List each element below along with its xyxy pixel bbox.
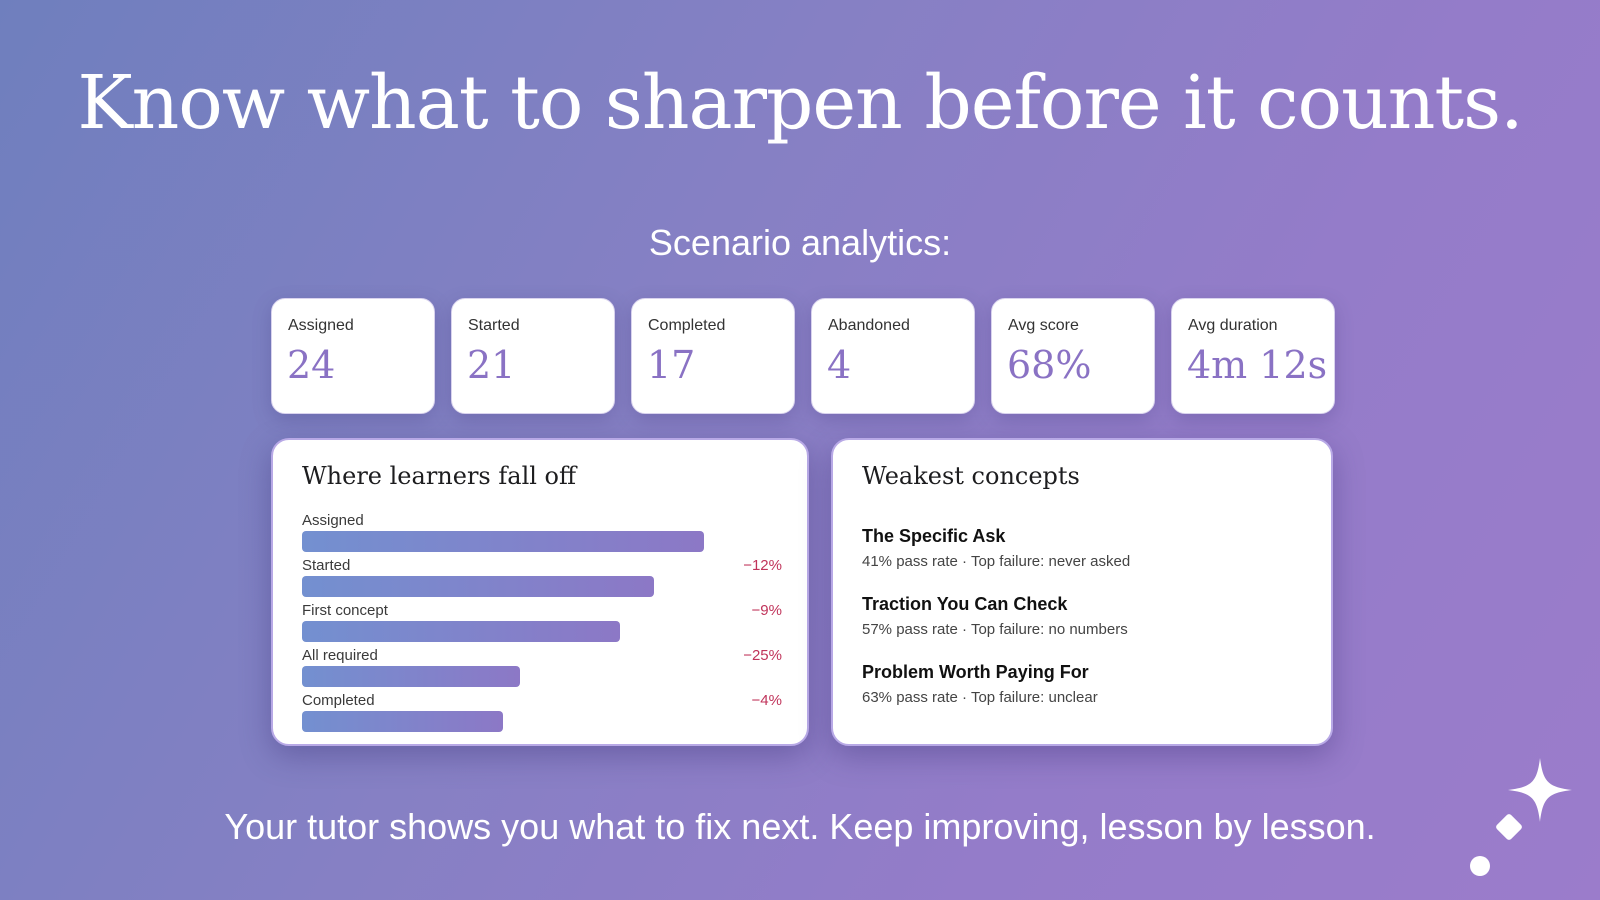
concepts-panel: Weakest concepts The Specific Ask 41% pa…	[831, 438, 1333, 746]
concept-name: Traction You Can Check	[862, 594, 1068, 614]
funnel-row: Completed −4%	[302, 692, 782, 737]
subheading: Scenario analytics:	[648, 222, 952, 263]
stat-label: Completed	[648, 317, 726, 334]
stat-value: 24	[287, 343, 336, 387]
funnel-row-label: All required	[302, 647, 378, 664]
stat-card-completed: Completed 17	[631, 298, 795, 414]
stat-card-assigned: Assigned 24	[271, 298, 435, 414]
funnel-row-label: First concept	[302, 602, 388, 619]
funnel-row-drop: −4%	[751, 692, 782, 709]
stat-label: Abandoned	[828, 317, 910, 334]
funnel-row: First concept −9%	[302, 602, 782, 647]
funnel-row-drop: −25%	[743, 647, 782, 664]
stat-value: 4m 12s	[1187, 343, 1328, 387]
concept-name: Problem Worth Paying For	[862, 662, 1089, 682]
funnel-row: All required −25%	[302, 647, 782, 692]
funnel-bar	[302, 711, 503, 732]
stat-label: Avg duration	[1188, 317, 1278, 334]
concept-detail: 57% pass rate · Top failure: no numbers	[862, 621, 1128, 638]
stat-value: 4	[827, 343, 852, 387]
funnel-bar	[302, 531, 704, 552]
concept-item: Traction You Can Check 57% pass rate · T…	[862, 594, 1302, 662]
stat-card-avg-score: Avg score 68%	[991, 298, 1155, 414]
concept-name: The Specific Ask	[862, 526, 1006, 546]
stat-label: Started	[468, 317, 520, 334]
stat-label: Avg score	[1008, 317, 1079, 334]
funnel-bar	[302, 666, 520, 687]
stat-value: 68%	[1007, 343, 1092, 387]
funnel-row-label: Completed	[302, 692, 375, 709]
funnel-row-label: Started	[302, 557, 351, 574]
stat-value: 17	[647, 343, 696, 387]
concept-list: The Specific Ask 41% pass rate · Top fai…	[862, 526, 1302, 730]
funnel-row-drop: −9%	[751, 602, 782, 619]
funnel-row: Assigned	[302, 512, 782, 557]
footer-tagline: Your tutor shows you what to fix next. K…	[224, 806, 1376, 847]
concept-item: Problem Worth Paying For 63% pass rate ·…	[862, 662, 1302, 730]
funnel-bar	[302, 621, 620, 642]
funnel-row: Started −12%	[302, 557, 782, 602]
concept-item: The Specific Ask 41% pass rate · Top fai…	[862, 526, 1302, 594]
funnel-row-drop: −12%	[743, 557, 782, 574]
stat-card-avg-duration: Avg duration 4m 12s	[1171, 298, 1335, 414]
concepts-title: Weakest concepts	[862, 462, 1080, 490]
funnel-chart: Assigned Started −12% First concept −9% …	[302, 512, 782, 737]
stat-card-abandoned: Abandoned 4	[811, 298, 975, 414]
sparkle-icon	[1470, 758, 1572, 876]
funnel-panel: Where learners fall off Assigned Started…	[271, 438, 809, 746]
stat-card-started: Started 21	[451, 298, 615, 414]
concept-detail: 41% pass rate · Top failure: never asked	[862, 553, 1131, 570]
stat-cards: Assigned 24 Started 21 Completed 17 Aban…	[271, 298, 1335, 414]
funnel-bar	[302, 576, 654, 597]
stat-label: Assigned	[288, 317, 354, 334]
funnel-title: Where learners fall off	[302, 462, 577, 490]
headline: Know what to sharpen before it counts.	[77, 60, 1523, 146]
stat-value: 21	[467, 343, 516, 387]
concept-detail: 63% pass rate · Top failure: unclear	[862, 689, 1098, 706]
funnel-row-label: Assigned	[302, 512, 364, 529]
